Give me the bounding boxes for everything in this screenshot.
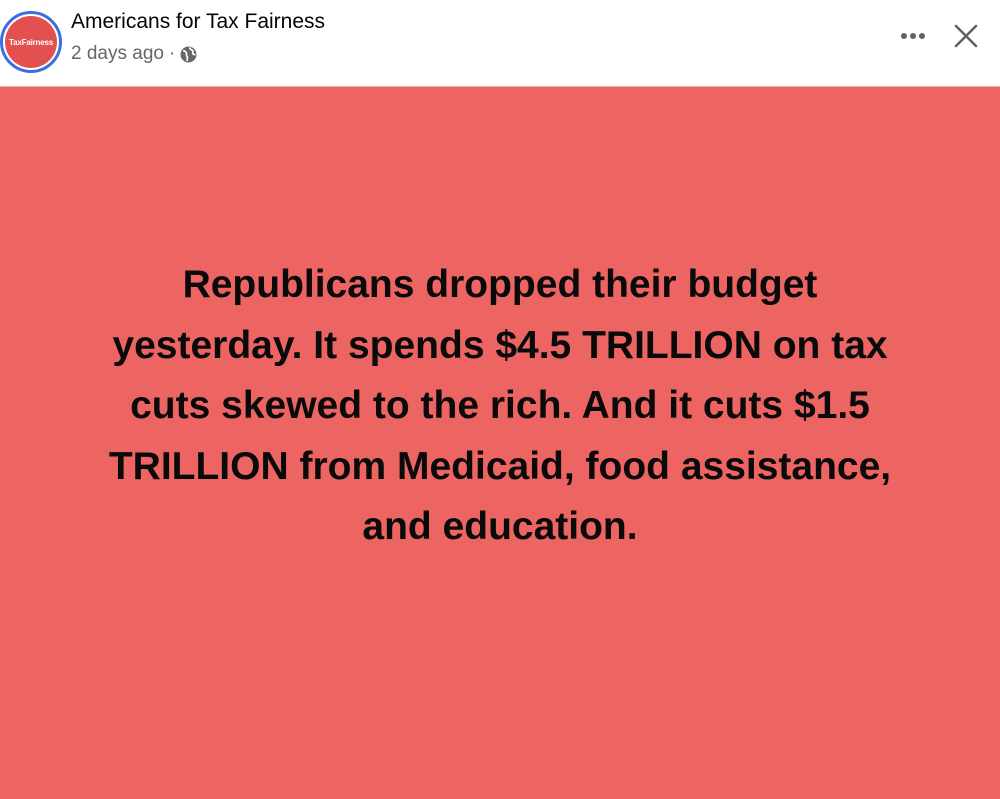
globe-icon bbox=[180, 46, 197, 62]
close-icon[interactable] bbox=[952, 22, 980, 50]
avatar-logo: TaxFairness bbox=[5, 16, 57, 68]
post-text-line: Republicans dropped their budget bbox=[182, 263, 818, 307]
post-header: TaxFairness Americans for Tax Fairness 2… bbox=[0, 0, 1000, 87]
post-text-line: TRILLION from Medicaid, food assistance, bbox=[108, 444, 892, 488]
separator: · bbox=[168, 43, 176, 64]
dot bbox=[910, 33, 916, 39]
dot bbox=[919, 33, 925, 39]
dot bbox=[901, 33, 907, 39]
post-text-line: and education. bbox=[362, 505, 638, 549]
post-text-line: yesterday. It spends $4.5 TRILLION on ta… bbox=[112, 323, 888, 367]
text-post-card: Republicans dropped their budget yesterd… bbox=[0, 87, 1000, 799]
author-name[interactable]: Americans for Tax Fairness bbox=[71, 10, 326, 33]
post-text-line: cuts skewed to the rich. And it cuts $1.… bbox=[130, 384, 870, 428]
more-options-button[interactable] bbox=[898, 24, 928, 48]
post-text: Republicans dropped their budget yesterd… bbox=[109, 255, 891, 558]
timestamp[interactable]: 2 days ago bbox=[71, 43, 164, 64]
post-meta: 2 days ago · bbox=[71, 43, 197, 65]
avatar[interactable]: TaxFairness bbox=[0, 11, 62, 73]
